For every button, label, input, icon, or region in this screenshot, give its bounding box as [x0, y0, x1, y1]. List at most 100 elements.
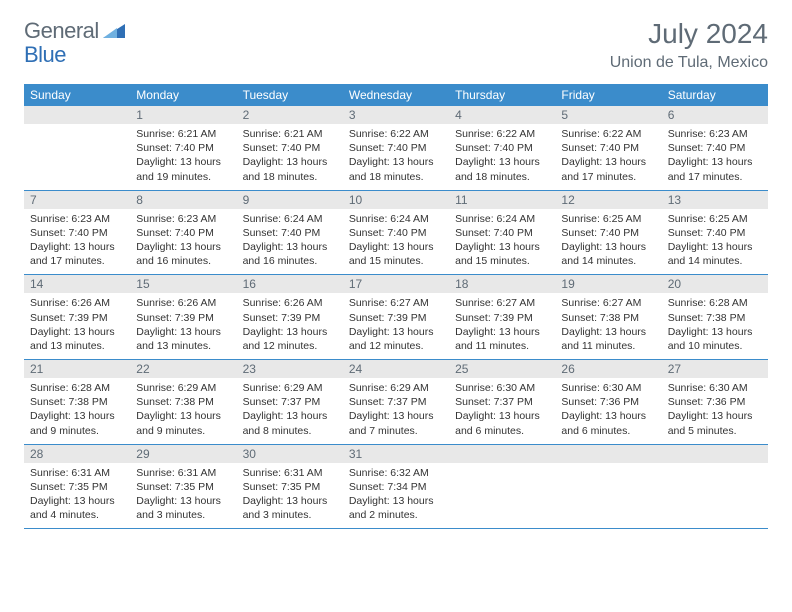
daylight-text: Daylight: 13 hours and 3 minutes.	[136, 494, 230, 522]
day-number: 27	[662, 360, 768, 379]
day-number: 22	[130, 360, 236, 379]
sunrise-text: Sunrise: 6:30 AM	[561, 381, 655, 395]
sunset-text: Sunset: 7:40 PM	[136, 141, 230, 155]
day-cell: Sunrise: 6:27 AMSunset: 7:39 PMDaylight:…	[449, 293, 555, 359]
daylight-text: Daylight: 13 hours and 18 minutes.	[455, 155, 549, 183]
day-cell: Sunrise: 6:25 AMSunset: 7:40 PMDaylight:…	[555, 209, 661, 275]
weekday-header: Wednesday	[343, 84, 449, 106]
sunset-text: Sunset: 7:39 PM	[136, 311, 230, 325]
daylight-text: Daylight: 13 hours and 18 minutes.	[243, 155, 337, 183]
daynum-row: 21222324252627	[24, 360, 768, 379]
sunset-text: Sunset: 7:38 PM	[668, 311, 762, 325]
sunrise-text: Sunrise: 6:23 AM	[668, 127, 762, 141]
info-row: Sunrise: 6:28 AMSunset: 7:38 PMDaylight:…	[24, 378, 768, 444]
daynum-row: 123456	[24, 106, 768, 124]
day-cell: Sunrise: 6:24 AMSunset: 7:40 PMDaylight:…	[343, 209, 449, 275]
daylight-text: Daylight: 13 hours and 7 minutes.	[349, 409, 443, 437]
daylight-text: Daylight: 13 hours and 17 minutes.	[561, 155, 655, 183]
day-cell: Sunrise: 6:30 AMSunset: 7:36 PMDaylight:…	[555, 378, 661, 444]
sunset-text: Sunset: 7:37 PM	[243, 395, 337, 409]
daylight-text: Daylight: 13 hours and 19 minutes.	[136, 155, 230, 183]
sunrise-text: Sunrise: 6:31 AM	[136, 466, 230, 480]
sunset-text: Sunset: 7:37 PM	[349, 395, 443, 409]
daylight-text: Daylight: 13 hours and 12 minutes.	[243, 325, 337, 353]
day-cell: Sunrise: 6:21 AMSunset: 7:40 PMDaylight:…	[237, 124, 343, 190]
sunset-text: Sunset: 7:40 PM	[561, 141, 655, 155]
logo-word-blue: Blue	[24, 42, 66, 67]
sunset-text: Sunset: 7:40 PM	[136, 226, 230, 240]
day-number	[555, 444, 661, 463]
daynum-row: 78910111213	[24, 190, 768, 209]
sunrise-text: Sunrise: 6:26 AM	[136, 296, 230, 310]
sunrise-text: Sunrise: 6:29 AM	[243, 381, 337, 395]
sunrise-text: Sunrise: 6:23 AM	[136, 212, 230, 226]
sunset-text: Sunset: 7:36 PM	[668, 395, 762, 409]
day-number: 2	[237, 106, 343, 124]
sunrise-text: Sunrise: 6:27 AM	[349, 296, 443, 310]
day-cell: Sunrise: 6:26 AMSunset: 7:39 PMDaylight:…	[237, 293, 343, 359]
sunrise-text: Sunrise: 6:24 AM	[455, 212, 549, 226]
sunrise-text: Sunrise: 6:25 AM	[668, 212, 762, 226]
daylight-text: Daylight: 13 hours and 16 minutes.	[136, 240, 230, 268]
daylight-text: Daylight: 13 hours and 17 minutes.	[668, 155, 762, 183]
sunrise-text: Sunrise: 6:21 AM	[243, 127, 337, 141]
day-cell: Sunrise: 6:26 AMSunset: 7:39 PMDaylight:…	[130, 293, 236, 359]
sunset-text: Sunset: 7:40 PM	[349, 226, 443, 240]
day-cell: Sunrise: 6:28 AMSunset: 7:38 PMDaylight:…	[662, 293, 768, 359]
sunrise-text: Sunrise: 6:26 AM	[243, 296, 337, 310]
daylight-text: Daylight: 13 hours and 12 minutes.	[349, 325, 443, 353]
day-cell: Sunrise: 6:29 AMSunset: 7:37 PMDaylight:…	[237, 378, 343, 444]
sunset-text: Sunset: 7:40 PM	[455, 141, 549, 155]
day-cell: Sunrise: 6:23 AMSunset: 7:40 PMDaylight:…	[130, 209, 236, 275]
day-cell: Sunrise: 6:23 AMSunset: 7:40 PMDaylight:…	[24, 209, 130, 275]
daylight-text: Daylight: 13 hours and 6 minutes.	[455, 409, 549, 437]
day-cell: Sunrise: 6:23 AMSunset: 7:40 PMDaylight:…	[662, 124, 768, 190]
day-cell: Sunrise: 6:26 AMSunset: 7:39 PMDaylight:…	[24, 293, 130, 359]
day-cell: Sunrise: 6:32 AMSunset: 7:34 PMDaylight:…	[343, 463, 449, 529]
daylight-text: Daylight: 13 hours and 15 minutes.	[349, 240, 443, 268]
sunrise-text: Sunrise: 6:30 AM	[455, 381, 549, 395]
weekday-header: Friday	[555, 84, 661, 106]
day-cell: Sunrise: 6:22 AMSunset: 7:40 PMDaylight:…	[449, 124, 555, 190]
day-cell: Sunrise: 6:29 AMSunset: 7:37 PMDaylight:…	[343, 378, 449, 444]
day-cell: Sunrise: 6:24 AMSunset: 7:40 PMDaylight:…	[449, 209, 555, 275]
day-cell	[662, 463, 768, 529]
daylight-text: Daylight: 13 hours and 13 minutes.	[136, 325, 230, 353]
weekday-header: Thursday	[449, 84, 555, 106]
day-number: 30	[237, 444, 343, 463]
day-number: 17	[343, 275, 449, 294]
day-number	[24, 106, 130, 124]
daylight-text: Daylight: 13 hours and 8 minutes.	[243, 409, 337, 437]
sunset-text: Sunset: 7:40 PM	[349, 141, 443, 155]
day-number: 13	[662, 190, 768, 209]
sunrise-text: Sunrise: 6:28 AM	[30, 381, 124, 395]
day-number: 14	[24, 275, 130, 294]
daylight-text: Daylight: 13 hours and 9 minutes.	[136, 409, 230, 437]
sunset-text: Sunset: 7:39 PM	[455, 311, 549, 325]
day-number: 1	[130, 106, 236, 124]
day-cell	[24, 124, 130, 190]
sunset-text: Sunset: 7:39 PM	[243, 311, 337, 325]
sunrise-text: Sunrise: 6:28 AM	[668, 296, 762, 310]
sunrise-text: Sunrise: 6:29 AM	[349, 381, 443, 395]
day-number: 4	[449, 106, 555, 124]
sunset-text: Sunset: 7:37 PM	[455, 395, 549, 409]
daylight-text: Daylight: 13 hours and 15 minutes.	[455, 240, 549, 268]
sunrise-text: Sunrise: 6:31 AM	[243, 466, 337, 480]
day-cell: Sunrise: 6:27 AMSunset: 7:38 PMDaylight:…	[555, 293, 661, 359]
day-number	[449, 444, 555, 463]
day-number: 11	[449, 190, 555, 209]
day-number: 25	[449, 360, 555, 379]
sunset-text: Sunset: 7:38 PM	[136, 395, 230, 409]
daylight-text: Daylight: 13 hours and 4 minutes.	[30, 494, 124, 522]
calendar-table: Sunday Monday Tuesday Wednesday Thursday…	[24, 84, 768, 529]
daylight-text: Daylight: 13 hours and 10 minutes.	[668, 325, 762, 353]
daylight-text: Daylight: 13 hours and 17 minutes.	[30, 240, 124, 268]
day-number: 10	[343, 190, 449, 209]
title-block: July 2024 Union de Tula, Mexico	[610, 18, 768, 72]
daylight-text: Daylight: 13 hours and 9 minutes.	[30, 409, 124, 437]
info-row: Sunrise: 6:21 AMSunset: 7:40 PMDaylight:…	[24, 124, 768, 190]
daylight-text: Daylight: 13 hours and 11 minutes.	[455, 325, 549, 353]
sunrise-text: Sunrise: 6:22 AM	[455, 127, 549, 141]
sunrise-text: Sunrise: 6:23 AM	[30, 212, 124, 226]
